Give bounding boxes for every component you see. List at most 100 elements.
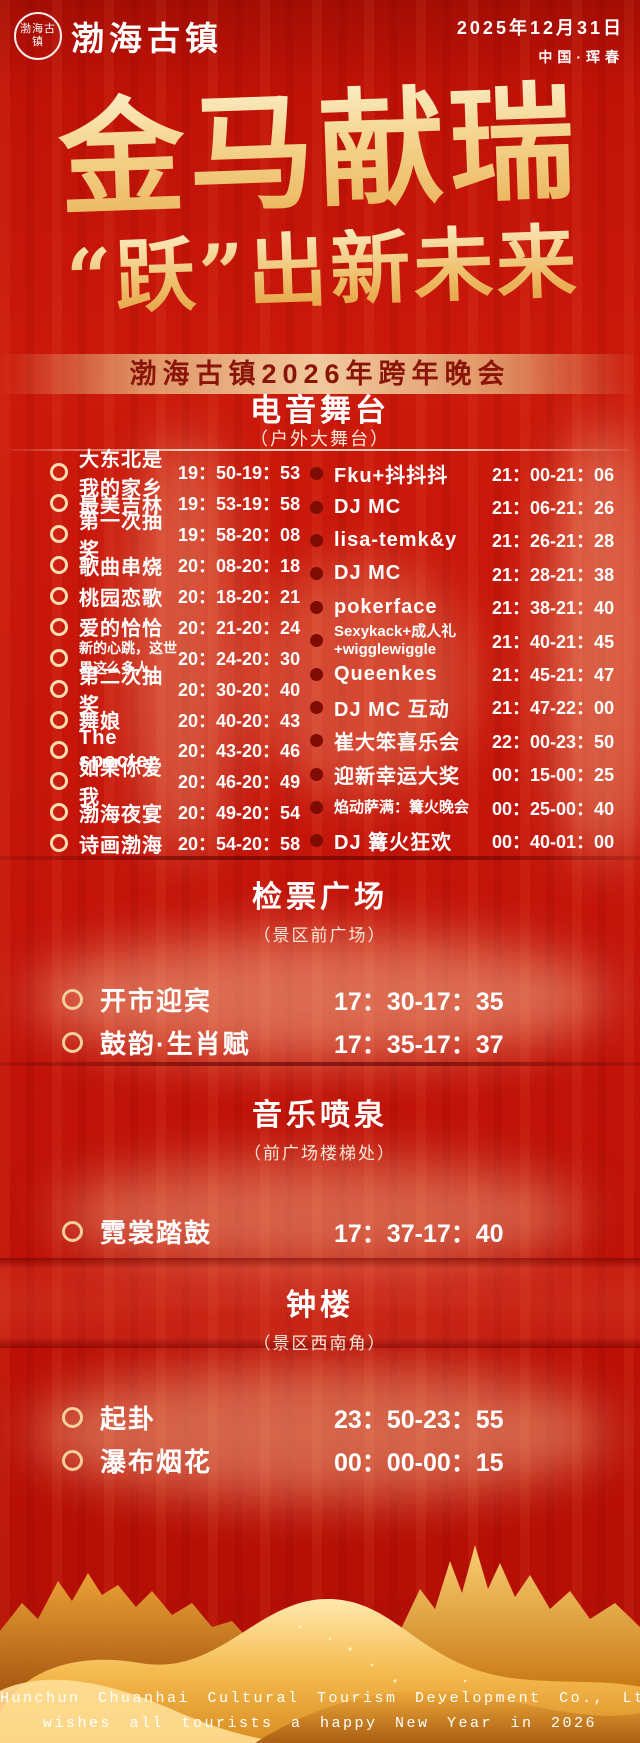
event-time: 21：40-21：45 [492,631,615,652]
event-name: 瀑布烟花 [100,1447,213,1477]
event-time: 21：06-21：26 [492,498,615,519]
ring-bullet-icon [50,741,68,760]
dot-bullet-icon [310,567,323,581]
event-name: 焰动萨满：篝火晚会 [334,798,470,816]
event-name: DJ MC [334,495,402,518]
light-beam [30,935,610,1060]
dot-bullet-icon [310,801,323,815]
schedule-row: 第一次抽奖 19：58-20：08 [50,511,308,562]
event-date: 2025年12月31日 [456,18,624,38]
light-beam [55,1160,585,1270]
schedule-row: 迎新幸运大奖 00：15-00：25 [310,758,634,791]
event-time: 20：18-20：21 [178,587,301,607]
ring-bullet-icon [50,772,68,791]
schedule-row: Fku+抖抖抖 21：00-21：06 [310,457,634,490]
ring-bullet-icon [50,587,68,605]
event-name: Queenkes [334,662,438,685]
dot-bullet-icon [310,767,323,781]
event-time: 21：26-21：28 [492,531,615,552]
event-name: The specter [79,727,158,773]
event-time: 20：24-20：30 [178,648,301,669]
schedule-row: DJ MC 21：28-21：38 [310,557,634,590]
ring-bullet-icon [50,463,68,482]
light-beam [248,560,473,800]
event-time: 21：28-21：38 [492,564,615,585]
schedule-row: 桃园恋歌 20：18-20：21 [50,581,308,612]
dot-bullet-icon [310,834,323,848]
schedule-row: 诗画渤海 20：54-20：58 [50,828,308,859]
event-name: lisa-temk&y [334,528,458,551]
schedule-row: 歌曲串烧 20：08-20：18 [50,550,308,581]
schedule-row: lisa-temk&y 21：26-21：28 [310,524,634,557]
main-title-line2: “跃”出新未来 [2,214,640,326]
schedule-row: 开市迎宾 17：30-17：35 [0,978,640,1021]
event-name: 舞娘 [79,711,121,734]
header: 渤海古镇 渤海古镇 2025年12月31日 中国·珲春 [14,8,624,67]
dot-bullet-icon [310,634,323,648]
event-time: 22：00-23：50 [492,731,615,752]
schedule-row: The specter 20：43-20：46 [50,727,308,772]
event-time: 19：58-20：08 [178,525,301,546]
golden-mountains-illustration [0,1545,640,1743]
brand-seal-icon: 渤海古镇 [14,12,62,60]
venue-subtitle: （前广场楼梯处） [244,1144,396,1163]
venue-section-bell-tower: 钟楼 （景区西南角） 起卦 23：50-23：55 瀑布烟花 00：00-00：… [0,1280,640,1482]
dot-bullet-icon [310,533,323,547]
dot-bullet-icon [310,600,323,614]
ring-bullet-icon [50,679,68,698]
event-time: 00：15-00：25 [492,765,615,786]
event-name: 如果你爱我 [79,758,163,810]
event-name: 歌曲串烧 [79,556,163,579]
event-time: 23：50-23：55 [334,1405,504,1434]
event-time: 20：30-20：40 [178,679,301,700]
schedule-row: 第二次抽奖 20：30-20：40 [50,666,308,717]
stage-left-column: 大东北是我的家乡 19：50-19：53 最美吉林 19：53-19：58 第一… [0,449,308,859]
event-name: 诗画渤海 [79,834,163,857]
schedule-row: 大东北是我的家乡 19：50-19：53 [50,449,308,500]
dot-bullet-icon [310,467,323,481]
event-time: 21：45-21：47 [492,665,615,686]
venue-subtitle: （景区西南角） [253,1334,387,1353]
event-name: 崔大笨喜乐会 [334,732,460,755]
schedule-row: 新的心跳，这世界这么多人 20：24-20：30 [50,640,308,676]
event-banner: 渤海古镇2026年跨年晚会 [0,354,640,394]
main-title: 金马献瑞 “跃”出新未来 [0,59,640,326]
stage-schedule: 大东北是我的家乡 19：50-19：53 最美吉林 19：53-19：58 第一… [0,449,640,859]
stage-right-column: Fku+抖抖抖 21：00-21：06 DJ MC 21：06-21：26 li… [308,457,640,859]
venue-events: 霓裳踏鼓 17：37-17：40 [0,1210,640,1253]
venue-title: 音乐喷泉 [252,1099,388,1132]
footer-line2: wishes all tourists a happy New Year in … [42,1715,598,1732]
event-name: 第一次抽奖 [79,511,163,563]
event-time: 20：43-20：46 [178,741,301,762]
brand-name: 渤海古镇 [71,19,223,58]
event-name: 最美吉林 [79,494,163,517]
event-time: 17：35-17：37 [334,1030,504,1059]
light-beam [545,420,640,865]
event-time: 17：30-17：35 [334,987,504,1016]
event-time: 21：47-22：00 [492,698,615,719]
divider [0,856,640,860]
event-location: 中国·珲春 [538,49,624,65]
dot-bullet-icon [310,667,323,681]
dot-bullet-icon [310,500,323,514]
ring-bullet-icon [50,648,68,667]
ring-bullet-icon [50,617,68,636]
venue-events: 起卦 23：50-23：55 瀑布烟花 00：00-00：15 [0,1396,640,1482]
event-time: 20：46-20：49 [178,772,301,793]
light-beam [128,430,238,860]
divider [0,1062,640,1066]
venue-title: 钟楼 [286,1289,354,1322]
ring-bullet-icon [62,1221,83,1242]
event-name: DJ MC 互动 [334,698,450,721]
event-banner-text: 渤海古镇2026年跨年晚会 [129,359,511,389]
event-time: 20：21-20：24 [178,617,301,638]
event-time: 21：00-21：06 [492,464,615,485]
venue-title: 检票广场 [252,881,388,914]
event-time: 20：40-20：43 [178,710,301,731]
brand: 渤海古镇 渤海古镇 [14,12,223,60]
schedule-row: 最美吉林 19：53-19：58 [50,488,308,519]
event-name: 起卦 [100,1404,157,1434]
ring-bullet-icon [62,1407,83,1428]
event-time: 00：40-01：00 [492,831,615,852]
